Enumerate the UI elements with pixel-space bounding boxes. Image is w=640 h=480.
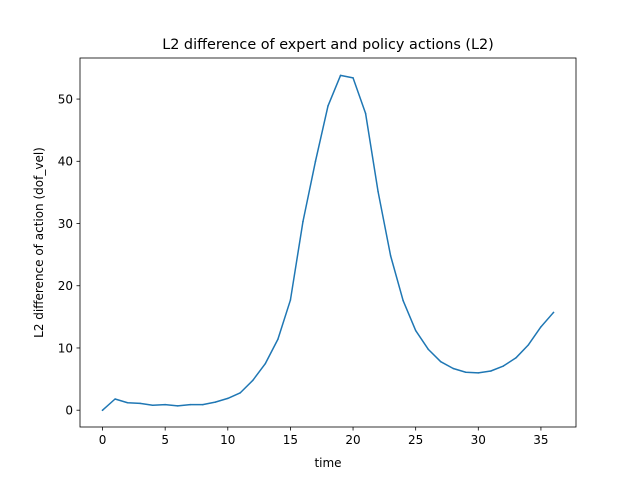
- data-point: [527, 344, 530, 346]
- data-point: [151, 404, 154, 406]
- data-point: [552, 311, 555, 314]
- x-axis-label: time: [314, 456, 341, 470]
- data-point: [352, 77, 354, 79]
- plot-area: [80, 58, 576, 427]
- data-point: [101, 409, 104, 411]
- data-point: [465, 371, 467, 373]
- data-point: [164, 403, 166, 406]
- data-point: [176, 405, 179, 407]
- data-point: [126, 401, 129, 404]
- y-tick-label: 10: [58, 341, 73, 355]
- data-point: [490, 370, 492, 372]
- x-tick-label: 30: [471, 433, 486, 447]
- y-tick-label: 20: [58, 279, 73, 293]
- data-point: [439, 360, 442, 363]
- data-point: [389, 255, 392, 257]
- data-point: [214, 401, 217, 403]
- data-point: [515, 357, 517, 359]
- data-point: [139, 402, 141, 405]
- data-point: [414, 329, 417, 332]
- chart-title: L2 difference of expert and policy actio…: [162, 37, 494, 53]
- y-tick-label: 40: [58, 155, 73, 169]
- data-point: [302, 220, 304, 223]
- series-layer: [101, 74, 555, 412]
- data-point: [502, 365, 505, 367]
- y-tick-label: 50: [58, 92, 73, 106]
- data-point: [114, 398, 116, 400]
- y-axis-ticks: 0 10 20 30 40 50: [58, 92, 80, 417]
- data-point: [239, 392, 242, 394]
- data-point: [377, 191, 379, 193]
- data-point: [339, 74, 342, 77]
- data-point: [277, 338, 279, 341]
- data-point: [227, 397, 229, 400]
- data-point: [427, 348, 429, 350]
- data-point: [452, 367, 455, 370]
- x-tick-label: 35: [533, 433, 548, 447]
- x-axis-ticks: 0 5 10 15 20 25 30 35: [99, 427, 549, 447]
- data-point: [201, 403, 204, 406]
- plot-frame: [79, 57, 577, 428]
- x-tick-label: 20: [345, 433, 360, 447]
- y-axis-label: L2 difference of action (dof_vel): [32, 147, 46, 338]
- y-tick-label: 0: [65, 403, 73, 417]
- data-point: [264, 362, 267, 365]
- data-point: [327, 105, 329, 107]
- data-point: [252, 379, 254, 382]
- x-tick-label: 10: [220, 433, 235, 447]
- y-tick-label: 30: [58, 217, 73, 231]
- data-point: [289, 299, 292, 301]
- data-point: [364, 112, 367, 115]
- data-point: [477, 372, 480, 374]
- x-tick-label: 0: [99, 433, 107, 447]
- data-point: [402, 299, 404, 302]
- x-tick-label: 5: [161, 433, 169, 447]
- data-point: [540, 326, 542, 328]
- x-tick-label: 15: [283, 433, 298, 447]
- data-point: [189, 403, 191, 406]
- x-tick-label: 25: [408, 433, 423, 447]
- data-point: [314, 160, 317, 163]
